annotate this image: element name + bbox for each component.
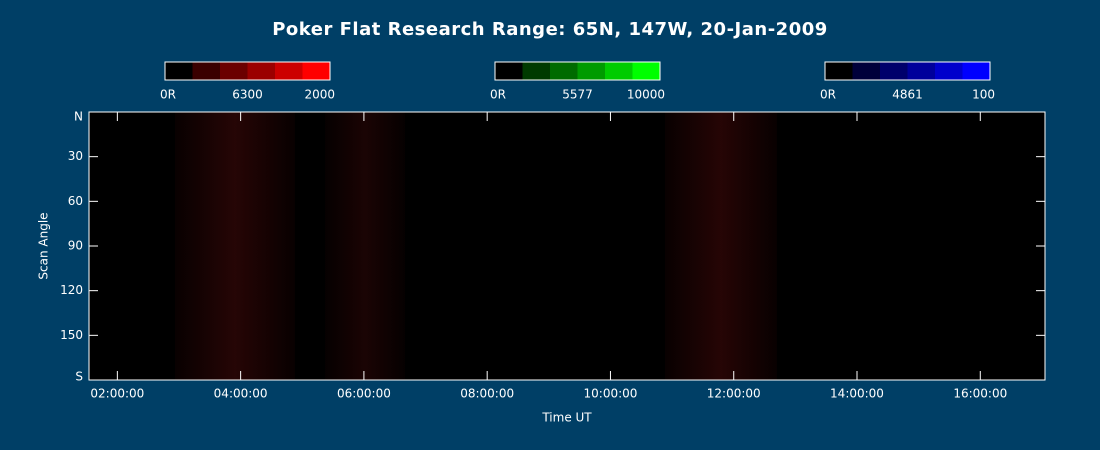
colorbar-swatch bbox=[935, 62, 963, 80]
x-tick-label: 12:00:00 bbox=[707, 387, 761, 401]
colorbar-frame bbox=[824, 61, 991, 81]
colorbar-name: 5577 bbox=[562, 88, 593, 102]
colorbar-swatch bbox=[880, 62, 908, 80]
y-tick-label: 150 bbox=[60, 328, 83, 342]
x-tick-label: 02:00:00 bbox=[90, 387, 144, 401]
colorbar-swatch bbox=[275, 62, 303, 80]
colorbar-min-label: 0R bbox=[160, 88, 176, 102]
x-tick-label: 16:00:00 bbox=[953, 387, 1007, 401]
colorbar-swatch bbox=[605, 62, 633, 80]
x-tick-label: 06:00:00 bbox=[337, 387, 391, 401]
colorbar-min-label: 0R bbox=[820, 88, 836, 102]
colorbar-swatch bbox=[220, 62, 248, 80]
colorbar-name: 4861 bbox=[892, 88, 923, 102]
colorbar-swatch bbox=[495, 62, 523, 80]
colorbar-swatch bbox=[907, 62, 936, 80]
x-tick-label: 04:00:00 bbox=[214, 387, 268, 401]
colorbar-swatch bbox=[852, 62, 881, 80]
colorbar-frame bbox=[164, 61, 331, 81]
colorbar-swatch bbox=[247, 62, 276, 80]
emission-band bbox=[325, 112, 405, 380]
colorbar-swatch bbox=[577, 62, 606, 80]
colorbar-swatch bbox=[302, 62, 331, 80]
y-tick-label: 120 bbox=[60, 283, 83, 297]
y-tick-label: 30 bbox=[68, 149, 83, 163]
colorbar-swatch bbox=[632, 62, 661, 80]
colorbar-swatch bbox=[550, 62, 578, 80]
y-tick-label: 90 bbox=[68, 239, 83, 253]
colorbar-frame bbox=[494, 61, 661, 81]
colorbar-swatch bbox=[962, 62, 991, 80]
colorbar-min-label: 0R bbox=[490, 88, 506, 102]
y-tick-label: S bbox=[75, 370, 83, 384]
colorbar-swatch bbox=[165, 62, 193, 80]
emission-band bbox=[175, 112, 295, 380]
chart-title: Poker Flat Research Range: 65N, 147W, 20… bbox=[272, 19, 828, 40]
x-axis-label: Time UT bbox=[541, 411, 592, 425]
colorbar-swatch bbox=[825, 62, 853, 80]
emission-band bbox=[665, 112, 777, 380]
colorbar-name: 6300 bbox=[232, 88, 263, 102]
colorbar-swatch bbox=[522, 62, 551, 80]
colorbar-swatch bbox=[192, 62, 221, 80]
colorbar-max-label: 2000 bbox=[304, 88, 335, 102]
colorbar-max-label: 10000 bbox=[627, 88, 665, 102]
y-tick-label: 60 bbox=[68, 194, 83, 208]
x-tick-label: 14:00:00 bbox=[830, 387, 884, 401]
x-tick-label: 10:00:00 bbox=[584, 387, 638, 401]
colorbar-max-label: 100 bbox=[972, 88, 995, 102]
y-axis-label: Scan Angle bbox=[37, 212, 51, 279]
x-tick-label: 08:00:00 bbox=[460, 387, 514, 401]
y-tick-label: N bbox=[74, 110, 83, 124]
